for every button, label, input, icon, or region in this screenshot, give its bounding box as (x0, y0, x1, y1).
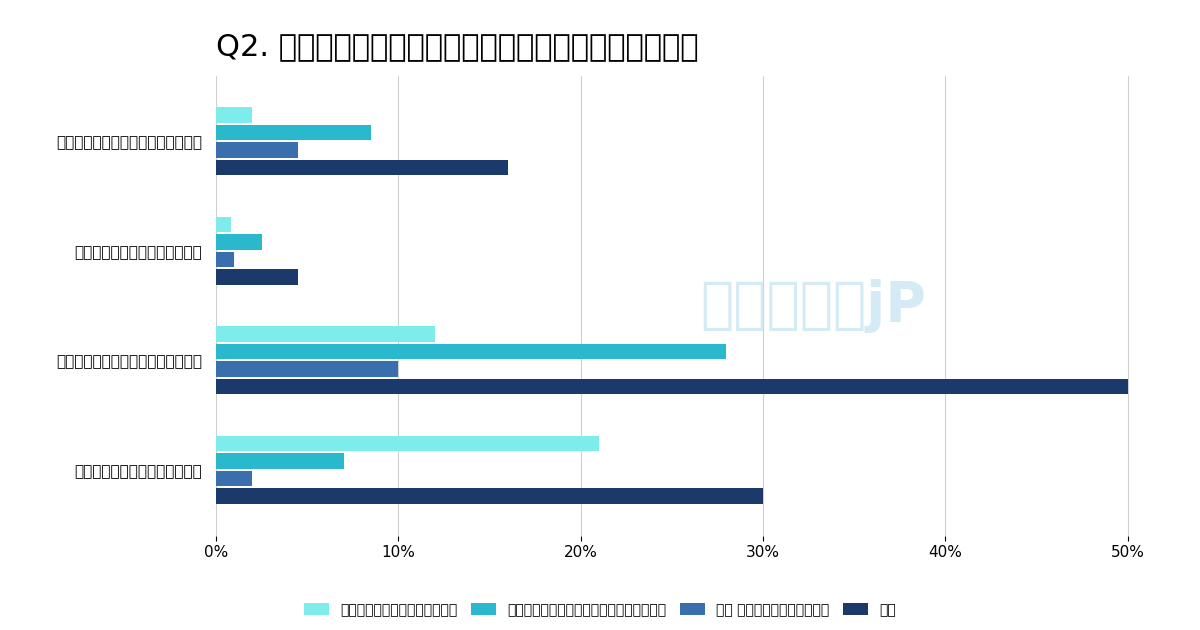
Bar (216, 142, 298, 158)
Bar (216, 269, 298, 285)
Bar (216, 435, 599, 452)
Bar (216, 125, 371, 140)
Bar (216, 343, 726, 360)
Bar (216, 107, 252, 123)
Bar (216, 471, 252, 486)
Bar (216, 326, 434, 342)
Text: Q2. 転職フェアに参加したタイミングを教えてください: Q2. 転職フェアに参加したタイミングを教えてください (216, 32, 698, 60)
Bar (216, 251, 234, 268)
Bar (216, 488, 763, 504)
Legend: フェア参加企業から内定を得た, フェア参加企業から内定を得られなかった, 現在 フェア参加企業の選考中, 合計: フェア参加企業から内定を得た, フェア参加企業から内定を得られなかった, 現在 … (304, 603, 896, 617)
Text: 転職フェアjP: 転職フェアjP (701, 278, 926, 333)
Bar (216, 217, 230, 232)
Bar (216, 379, 1128, 394)
Bar (216, 361, 398, 377)
Bar (216, 234, 262, 250)
Bar (216, 453, 343, 469)
Bar (216, 159, 508, 176)
